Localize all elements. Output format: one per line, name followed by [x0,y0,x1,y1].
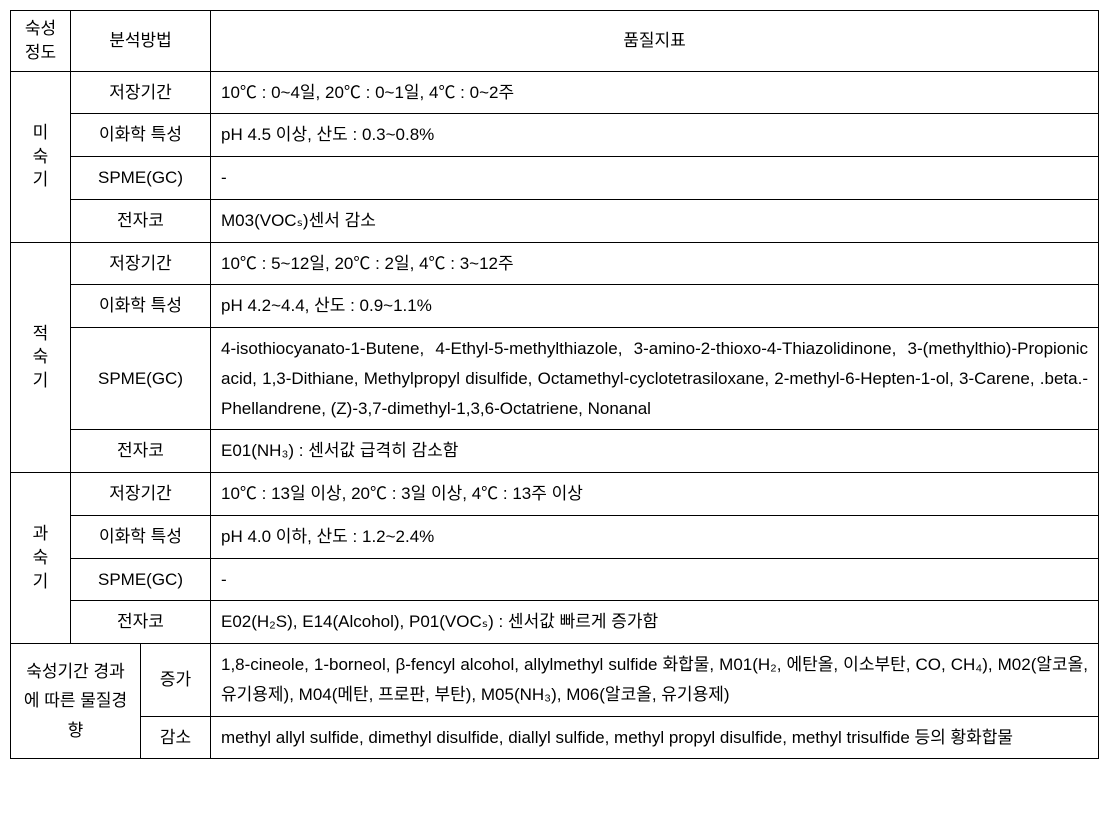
table-row: 이화학 특성 pH 4.5 이상, 산도 : 0.3~0.8% [11,114,1099,157]
unripe-storage-method: 저장기간 [71,71,211,114]
unripe-enose-method: 전자코 [71,199,211,242]
table-row: SPME(GC) - [11,558,1099,601]
unripe-storage-value: 10℃ : 0~4일, 20℃ : 0~1일, 4℃ : 0~2주 [211,71,1099,114]
overripe-spme-method: SPME(GC) [71,558,211,601]
optimal-enose-method: 전자코 [71,430,211,473]
stage-optimal-label: 적숙기 [11,242,71,473]
unripe-spme-method: SPME(GC) [71,157,211,200]
optimal-spme-value: 4-isothiocyanato-1-Butene, 4-Ethyl-5-met… [211,328,1099,430]
overripe-storage-method: 저장기간 [71,473,211,516]
unripe-enose-value: M03(VOCₛ)센서 감소 [211,199,1099,242]
stage-unripe-text: 미숙기 [33,123,49,190]
table-row: SPME(GC) 4-isothiocyanato-1-Butene, 4-Et… [11,328,1099,430]
table-row: 이화학 특성 pH 4.2~4.4, 산도 : 0.9~1.1% [11,285,1099,328]
table-row: 이화학 특성 pH 4.0 이하, 산도 : 1.2~2.4% [11,515,1099,558]
optimal-spme-method: SPME(GC) [71,328,211,430]
header-maturity-text: 숙성정도 [25,19,56,62]
header-method-text: 분석방법 [109,31,172,50]
stage-overripe-label: 과숙기 [11,473,71,644]
stage-optimal-text: 적숙기 [33,324,49,391]
trend-decrease-value: methyl allyl sulfide, dimethyl disulfide… [211,716,1099,759]
table-header-row: 숙성정도 분석방법 품질지표 [11,11,1099,72]
overripe-spme-value: - [211,558,1099,601]
table-row: 전자코 M03(VOCₛ)센서 감소 [11,199,1099,242]
table-row: 전자코 E01(NH₃) : 센서값 급격히 감소함 [11,430,1099,473]
header-method: 분석방법 [71,11,211,72]
overripe-enose-method: 전자코 [71,601,211,644]
header-indicator-text: 품질지표 [623,31,686,50]
header-indicator: 품질지표 [211,11,1099,72]
optimal-storage-method: 저장기간 [71,242,211,285]
trend-label-text: 숙성기간 경과에 따른 물질경향 [24,662,127,741]
header-maturity: 숙성정도 [11,11,71,72]
stage-unripe-label: 미숙기 [11,71,71,242]
table-row: 적숙기 저장기간 10℃ : 5~12일, 20℃ : 2일, 4℃ : 3~1… [11,242,1099,285]
unripe-chemical-value: pH 4.5 이상, 산도 : 0.3~0.8% [211,114,1099,157]
table-row: 과숙기 저장기간 10℃ : 13일 이상, 20℃ : 3일 이상, 4℃ :… [11,473,1099,516]
trend-increase-value: 1,8-cineole, 1-borneol, β-fencyl alcohol… [211,644,1099,717]
stage-overripe-text: 과숙기 [33,524,49,591]
overripe-chemical-value: pH 4.0 이하, 산도 : 1.2~2.4% [211,515,1099,558]
table-row: 숙성기간 경과에 따른 물질경향 증가 1,8-cineole, 1-borne… [11,644,1099,717]
optimal-enose-value: E01(NH₃) : 센서값 급격히 감소함 [211,430,1099,473]
optimal-storage-value: 10℃ : 5~12일, 20℃ : 2일, 4℃ : 3~12주 [211,242,1099,285]
unripe-spme-value: - [211,157,1099,200]
trend-label: 숙성기간 경과에 따른 물질경향 [11,644,141,759]
table-row: 전자코 E02(H₂S), E14(Alcohol), P01(VOCₛ) : … [11,601,1099,644]
quality-indicator-table: 숙성정도 분석방법 품질지표 미숙기 저장기간 10℃ : 0~4일, 20℃ … [10,10,1099,759]
table-row: 감소 methyl allyl sulfide, dimethyl disulf… [11,716,1099,759]
trend-increase-label: 증가 [141,644,211,717]
table-row: SPME(GC) - [11,157,1099,200]
optimal-chemical-method: 이화학 특성 [71,285,211,328]
overripe-enose-value: E02(H₂S), E14(Alcohol), P01(VOCₛ) : 센서값 … [211,601,1099,644]
unripe-chemical-method: 이화학 특성 [71,114,211,157]
optimal-chemical-value: pH 4.2~4.4, 산도 : 0.9~1.1% [211,285,1099,328]
trend-decrease-label: 감소 [141,716,211,759]
overripe-storage-value: 10℃ : 13일 이상, 20℃ : 3일 이상, 4℃ : 13주 이상 [211,473,1099,516]
table-row: 미숙기 저장기간 10℃ : 0~4일, 20℃ : 0~1일, 4℃ : 0~… [11,71,1099,114]
overripe-chemical-method: 이화학 특성 [71,515,211,558]
